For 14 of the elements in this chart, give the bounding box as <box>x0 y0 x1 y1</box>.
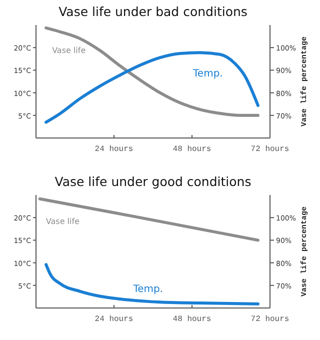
series-label: Temp. <box>192 68 223 80</box>
series-label: Temp. <box>132 284 164 296</box>
x-tick-label: 72 hours <box>250 315 290 324</box>
x-tick-label: 24 hours <box>94 315 134 324</box>
x-tick-label: 24 hours <box>94 145 134 154</box>
x-tick-label: 72 hours <box>250 145 290 154</box>
x-tick-label: 48 hours <box>172 315 212 324</box>
line-series <box>44 26 260 117</box>
series-label: Vase life <box>46 216 80 226</box>
chart-title: Vase life under good conditions <box>54 174 252 189</box>
series-label: Vase life <box>52 46 86 55</box>
x-tick-label: 48 hours <box>172 145 212 154</box>
chart-title: Vase life under bad conditions <box>58 4 248 19</box>
line-series <box>44 263 260 306</box>
